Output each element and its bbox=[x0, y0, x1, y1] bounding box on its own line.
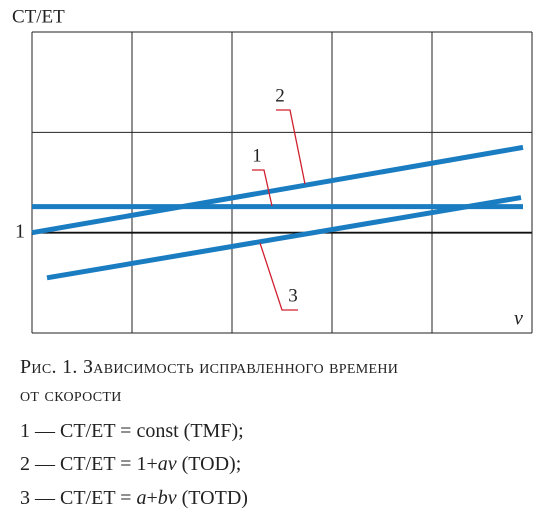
caption-text: 2 — CT/ET = 1+ bbox=[20, 453, 158, 475]
leader bbox=[276, 109, 306, 185]
y-axis-label: CT/ET bbox=[12, 6, 65, 27]
caption-text: + bbox=[146, 487, 158, 509]
caption-title: от скорости bbox=[20, 384, 122, 406]
caption-item: 1 — CT/ET = const (TMF); bbox=[20, 420, 244, 443]
x-axis-label: ν bbox=[514, 308, 523, 330]
leader bbox=[252, 169, 273, 207]
caption-title: Рис. 1. Зависимость исправленного времен… bbox=[20, 356, 399, 378]
caption-text: (TOD); bbox=[176, 453, 242, 475]
callout-leaders bbox=[252, 109, 306, 311]
series-label: 2 bbox=[275, 85, 285, 106]
data-line bbox=[46, 195, 522, 281]
caption-item: 2 — CT/ET = 1+av (TOD); bbox=[20, 453, 241, 476]
caption-text: bv bbox=[157, 487, 177, 509]
series-label: 3 bbox=[288, 285, 298, 306]
caption-text: 3 — CT/ET = bbox=[20, 487, 137, 509]
series-label: 1 bbox=[252, 145, 262, 166]
caption-item: 3 — CT/ET = a+bv (TOTD) bbox=[20, 487, 248, 510]
caption-text: a bbox=[136, 487, 147, 509]
chart: 1 1 2 3 CT/ET ν bbox=[12, 6, 533, 334]
caption-text: av bbox=[157, 453, 177, 475]
y-tick-label: 1 bbox=[15, 220, 25, 242]
caption-text: 1 — CT/ET = const (TMF); bbox=[20, 420, 244, 442]
leader bbox=[259, 242, 298, 311]
plot: 1 1 2 3 bbox=[15, 31, 533, 334]
caption-text: (TOTD) bbox=[176, 487, 248, 509]
data-line bbox=[31, 144, 524, 236]
